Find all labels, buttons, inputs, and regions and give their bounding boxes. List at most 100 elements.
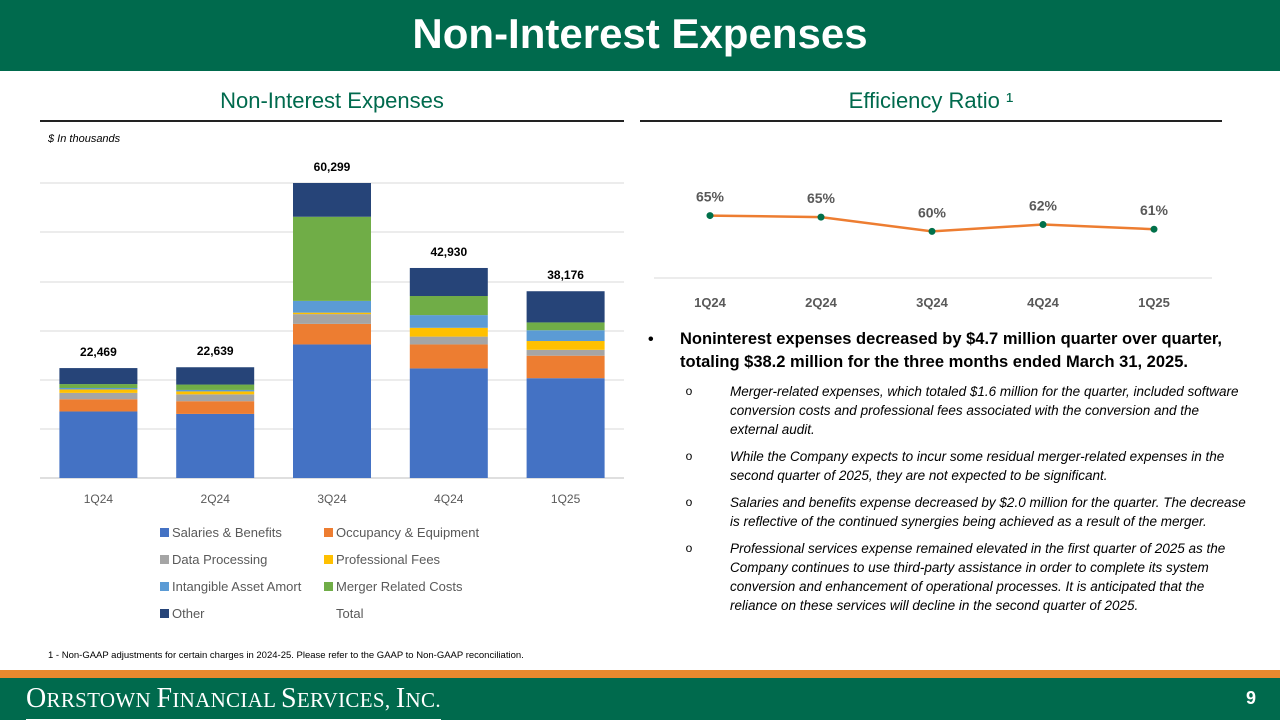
right-divider xyxy=(640,120,1222,122)
bar-segment xyxy=(526,322,605,331)
sub-bullet-text: Salaries and benefits expense decreased … xyxy=(730,495,1246,529)
data-label: 61% xyxy=(1140,202,1169,218)
sub-bullet-symbol: o xyxy=(685,495,693,509)
data-point xyxy=(1039,221,1047,229)
bar-segment xyxy=(59,411,138,478)
data-label: 60% xyxy=(918,204,947,220)
x-tick-label: 2Q24 xyxy=(201,492,231,506)
data-point xyxy=(1150,225,1158,233)
bar-segment xyxy=(176,401,255,414)
bar-segment xyxy=(293,183,371,217)
sub-bullet-symbol: o xyxy=(685,384,693,398)
bar-segment xyxy=(409,368,488,478)
bullet-symbol: • xyxy=(648,331,654,348)
bar-segment xyxy=(176,384,255,390)
sub-bullet: o While the Company expects to incur som… xyxy=(648,447,1248,485)
expenses-stacked-bar-chart: 22,469 1Q24 22,639 2Q24 60,299 3Q24 42,930 4Q24… xyxy=(40,160,624,621)
bar-segment xyxy=(409,267,488,297)
sub-bullet-symbol: o xyxy=(685,449,693,463)
legend-label: Occupancy & Equipment xyxy=(336,525,479,540)
company-logo-text: ORRSTOWN FINANCIAL SERVICES, INC. xyxy=(26,680,441,721)
bar-segment xyxy=(409,344,488,369)
legend-swatch xyxy=(324,555,333,564)
legend-label: Total xyxy=(336,606,364,621)
x-tick-label: 3Q24 xyxy=(916,295,949,310)
bar-segment xyxy=(176,394,255,402)
sub-bullet-text: Professional services expense remained e… xyxy=(730,541,1226,613)
header-bar xyxy=(0,0,1280,71)
x-tick-label: 4Q24 xyxy=(434,492,464,506)
bar-segment xyxy=(293,314,371,324)
bar-segment xyxy=(526,355,605,379)
bar-segment xyxy=(409,336,488,345)
legend-label: Intangible Asset Amort xyxy=(172,579,302,594)
legend-swatch xyxy=(160,609,169,618)
footer-accent-band xyxy=(0,670,1280,678)
data-point xyxy=(706,212,714,220)
bar-segment xyxy=(526,378,605,478)
legend-swatch xyxy=(160,555,169,564)
footnote: 1 - Non-GAAP adjustments for certain cha… xyxy=(48,650,524,661)
legend-swatch xyxy=(160,528,169,537)
bar-segment xyxy=(526,341,605,350)
units-note: $ In thousands xyxy=(48,133,121,145)
total-label: 22,469 xyxy=(80,345,117,359)
x-tick-label: 1Q25 xyxy=(551,492,581,506)
sub-bullet-symbol: o xyxy=(685,541,693,555)
efficiency-chart-title: Efficiency Ratio ¹ xyxy=(848,88,1014,113)
data-label: 65% xyxy=(807,190,836,206)
page-number: 9 xyxy=(1245,688,1256,708)
x-tick-label: 1Q24 xyxy=(694,295,727,310)
footer-bar xyxy=(0,678,1280,720)
bar-segment xyxy=(59,399,138,412)
bar-segment xyxy=(59,387,138,390)
legend-label: Data Processing xyxy=(172,552,267,567)
main-bullet: • Noninterest expenses decreased by $4.7… xyxy=(648,328,1248,374)
bar-segment xyxy=(526,349,605,356)
sub-bullet: o Professional services expense remained… xyxy=(648,539,1248,615)
legend-swatch xyxy=(160,582,169,591)
bar-segment xyxy=(59,392,138,400)
main-bullet-text: Noninterest expenses decreased by $4.7 m… xyxy=(680,330,1222,371)
sub-bullet-text: While the Company expects to incur some … xyxy=(730,449,1225,483)
x-tick-label: 4Q24 xyxy=(1027,295,1060,310)
commentary: • Noninterest expenses decreased by $4.7… xyxy=(648,328,1248,615)
legend-swatch xyxy=(324,582,333,591)
legend-swatch xyxy=(324,528,333,537)
x-tick-label: 2Q24 xyxy=(805,295,838,310)
total-label: 22,639 xyxy=(197,344,234,358)
sub-bullet-text: Merger-related expenses, which totaled $… xyxy=(730,384,1239,437)
bar-segment xyxy=(176,389,255,392)
legend-label: Salaries & Benefits xyxy=(172,525,282,540)
efficiency-ratio-line-chart: 65% 65% 60% 62% 61% 1Q24 2Q24 3Q24 4Q24 1Q25 xyxy=(654,189,1212,310)
bar-segment xyxy=(526,291,605,323)
bar-segment xyxy=(293,312,371,315)
x-tick-label: 3Q24 xyxy=(317,492,347,506)
bar-segment xyxy=(176,367,255,385)
bar-segment xyxy=(293,323,371,345)
bar-segment xyxy=(176,413,255,478)
total-label: 38,176 xyxy=(547,268,584,282)
bar-segment xyxy=(176,391,255,395)
left-divider xyxy=(40,120,624,122)
sub-bullet: o Salaries and benefits expense decrease… xyxy=(648,493,1248,531)
x-tick-label: 1Q24 xyxy=(84,492,114,506)
bar-segment xyxy=(59,368,138,385)
x-tick-label: 1Q25 xyxy=(1138,295,1170,310)
page-title: Non-Interest Expenses xyxy=(412,10,868,57)
expenses-chart-title: Non-Interest Expenses xyxy=(220,88,444,113)
data-point xyxy=(817,213,825,221)
data-point xyxy=(928,227,936,235)
total-label: 42,930 xyxy=(430,245,467,259)
bar-segment xyxy=(409,315,488,328)
total-label: 60,299 xyxy=(314,160,351,174)
bar-segment xyxy=(293,300,371,313)
bar-segment xyxy=(293,216,371,301)
bar-segment xyxy=(409,296,488,316)
legend-label: Professional Fees xyxy=(336,552,441,567)
bar-segment xyxy=(409,327,488,337)
data-label: 62% xyxy=(1029,198,1058,214)
sub-bullet: o Merger-related expenses, which totaled… xyxy=(648,382,1248,439)
data-label: 65% xyxy=(696,189,725,205)
legend-label: Other xyxy=(172,606,205,621)
